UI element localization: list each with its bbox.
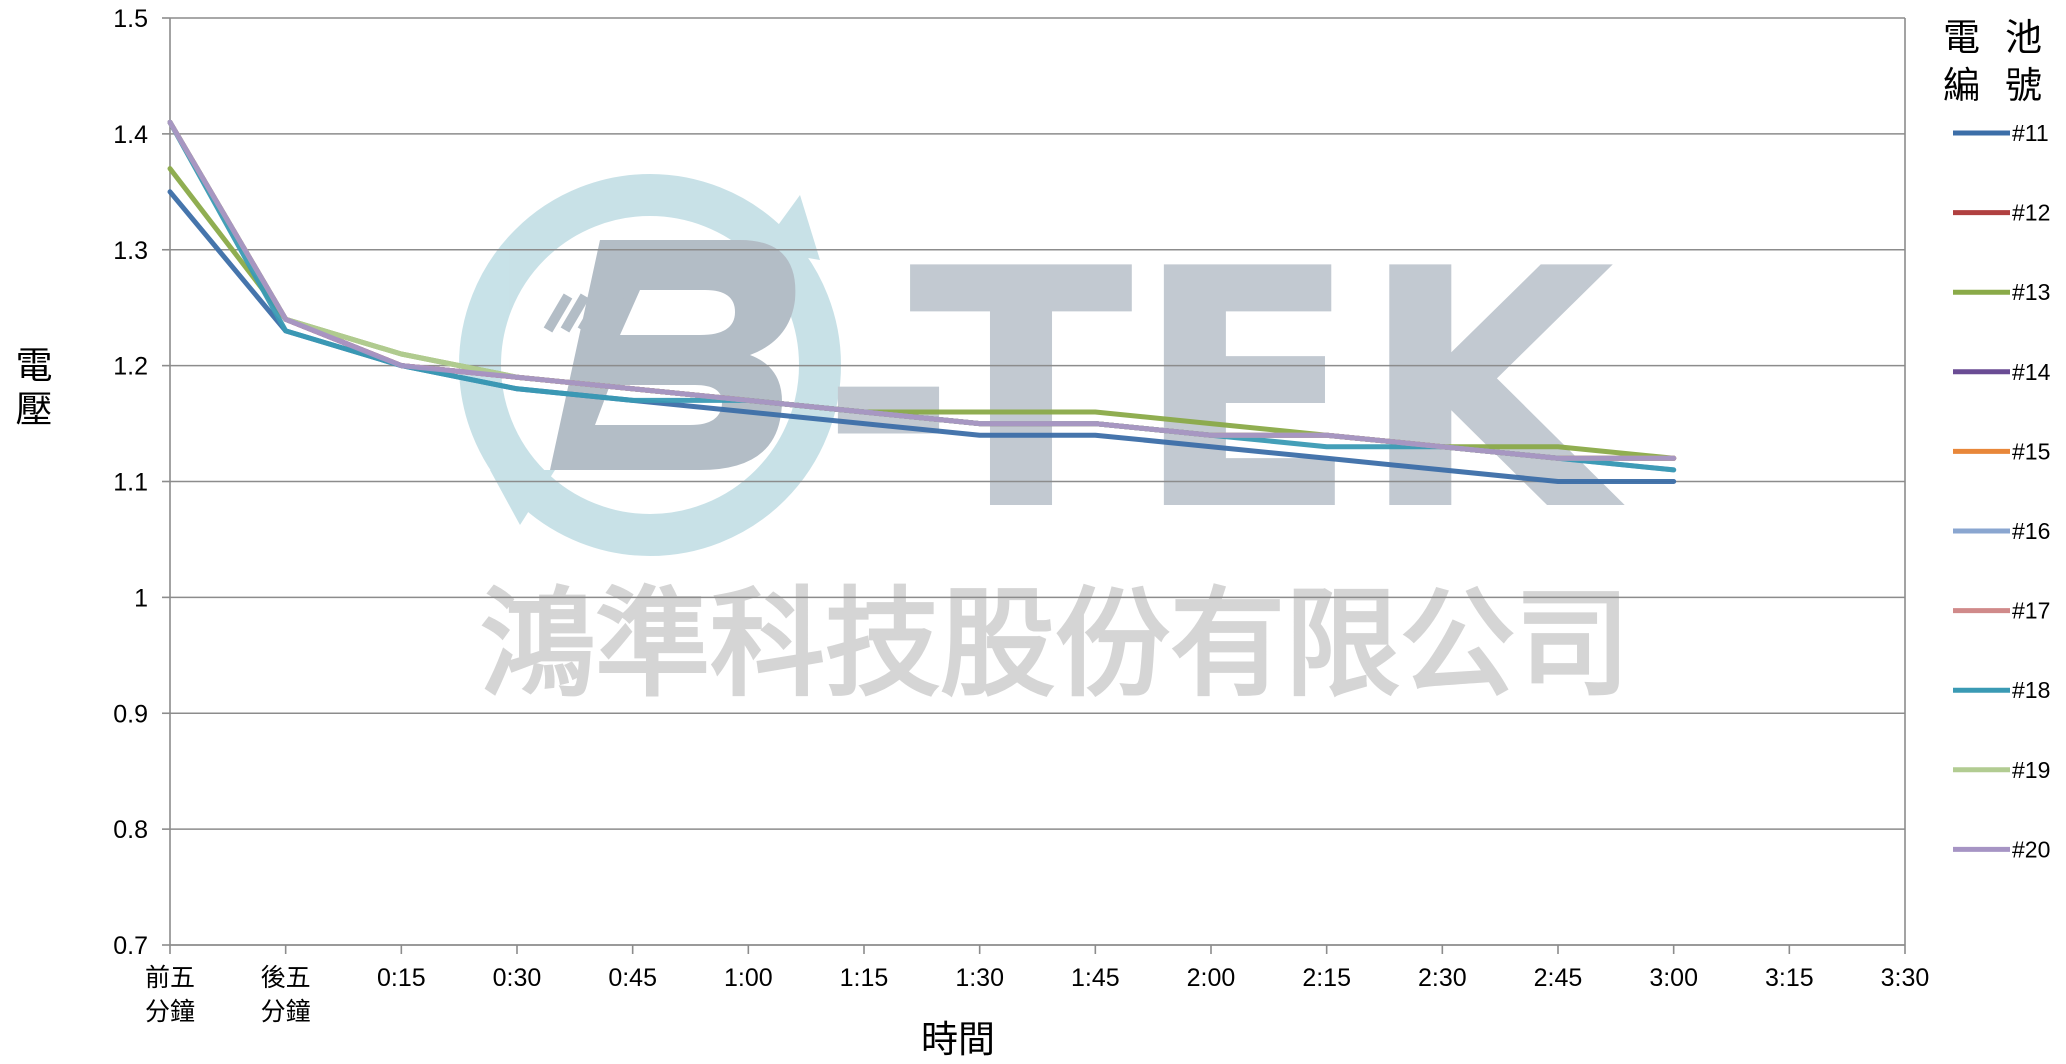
x-tick-label: 2:45 <box>1534 964 1583 992</box>
x-tick-label: 2:30 <box>1418 964 1467 992</box>
legend: #11 #12 #13 #14 #15 #16 #17 #18 #19 #20 <box>1953 120 2051 862</box>
legend-label-20: #20 <box>2012 836 2050 862</box>
y-axis-title-char: 電 <box>16 344 53 387</box>
legend-title-char: 電 <box>1943 16 1980 59</box>
y-tick-label: 1.5 <box>113 5 148 33</box>
y-tick-label: 0.7 <box>113 932 148 960</box>
x-tick-label: 0:15 <box>377 964 426 992</box>
x-tick-label: 2:00 <box>1187 964 1236 992</box>
legend-label-11: #11 <box>2012 120 2049 146</box>
x-tick-label: 1:15 <box>840 964 889 992</box>
legend-title-char: 池 <box>2005 16 2042 59</box>
series-line-20 <box>167 119 1677 461</box>
x-tick-label: 前五 <box>145 964 195 992</box>
watermark-arrow-bottom <box>490 470 555 525</box>
legend-label-17: #17 <box>2012 598 2050 624</box>
legend-label-19: #19 <box>2012 757 2050 783</box>
x-tick-label: 分鐘 <box>261 998 311 1026</box>
watermark-arrow-top <box>760 195 820 260</box>
x-tick-label: 1:30 <box>955 964 1004 992</box>
x-tick-label: 分鐘 <box>145 998 195 1026</box>
y-tick-labels: 0.7 0.8 0.9 1 1.1 1.2 1.3 1.4 1.5 <box>113 5 148 960</box>
y-axis-title: 電壓 <box>16 344 53 431</box>
legend-title: 電池編號 <box>1943 16 2042 107</box>
x-axis-title: 時間 <box>921 1018 995 1061</box>
watermark-tek-text: -TEK <box>820 199 1627 583</box>
x-tick-label: 2:15 <box>1302 964 1351 992</box>
legend-label-16: #16 <box>2012 518 2050 544</box>
legend-label-13: #13 <box>2012 279 2050 305</box>
watermark-company-name: 鴻準科技股份有限公司 <box>480 575 1630 713</box>
watermark-b-letter <box>550 240 796 470</box>
x-tick-label: 0:45 <box>608 964 657 992</box>
y-tick-label: 0.8 <box>113 816 148 844</box>
y-tick-label: 0.9 <box>113 700 148 728</box>
watermark-logo: -TEK 鴻準科技股份有限公司 <box>459 174 1630 713</box>
y-tick-label: 1.1 <box>113 469 148 497</box>
legend-label-12: #12 <box>2012 200 2050 226</box>
y-tick-label: 1.3 <box>113 237 148 265</box>
watermark-speed-lines <box>543 293 624 333</box>
legend-title-char: 編 <box>1943 64 1980 107</box>
legend-label-14: #14 <box>2012 359 2051 385</box>
x-tick-label: 1:00 <box>724 964 773 992</box>
legend-label-15: #15 <box>2012 438 2050 464</box>
x-tick-label: 後五 <box>261 964 311 992</box>
x-tick-label: 1:45 <box>1071 964 1120 992</box>
legend-label-18: #18 <box>2012 677 2050 703</box>
legend-title-char: 號 <box>2005 64 2042 107</box>
y-tick-label: 1.2 <box>113 353 148 381</box>
y-tick-label: 1 <box>134 584 148 612</box>
x-tick-label: 3:00 <box>1649 964 1698 992</box>
series-lines <box>167 119 1677 484</box>
axes <box>162 17 1906 954</box>
y-axis-title-char: 壓 <box>16 388 53 431</box>
x-tick-label: 0:30 <box>493 964 542 992</box>
y-tick-label: 1.4 <box>113 121 148 149</box>
x-tick-label: 3:30 <box>1881 964 1930 992</box>
x-tick-label: 3:15 <box>1765 964 1814 992</box>
